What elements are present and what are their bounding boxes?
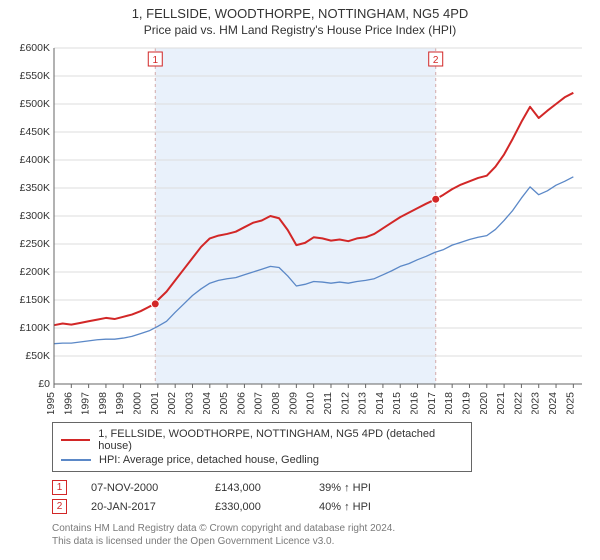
svg-text:1997: 1997 — [80, 392, 92, 414]
svg-text:£350K: £350K — [20, 182, 50, 194]
chart-title-address: 1, FELLSIDE, WOODTHORPE, NOTTINGHAM, NG5… — [10, 6, 590, 23]
svg-text:2000: 2000 — [132, 392, 144, 414]
svg-text:2025: 2025 — [564, 392, 576, 414]
svg-text:£0: £0 — [38, 378, 50, 390]
svg-text:2018: 2018 — [443, 392, 455, 414]
legend-item: HPI: Average price, detached house, Gedl… — [61, 453, 463, 467]
svg-text:2012: 2012 — [339, 392, 351, 414]
svg-text:£300K: £300K — [20, 210, 50, 222]
legend-item: 1, FELLSIDE, WOODTHORPE, NOTTINGHAM, NG5… — [61, 427, 463, 453]
legend-swatch — [61, 439, 90, 441]
svg-text:£400K: £400K — [20, 154, 50, 166]
svg-text:£200K: £200K — [20, 266, 50, 278]
price-chart: £0 £50K £100K £150K £200K £250K £300K £350K £400… — [10, 44, 590, 414]
svg-text:2021: 2021 — [495, 392, 507, 414]
svg-text:2001: 2001 — [149, 392, 161, 414]
svg-text:2010: 2010 — [305, 392, 317, 414]
svg-text:1: 1 — [152, 55, 158, 66]
trade-price: £330,000 — [215, 501, 295, 513]
chart-legend: 1, FELLSIDE, WOODTHORPE, NOTTINGHAM, NG5… — [52, 422, 472, 472]
svg-text:£100K: £100K — [20, 322, 50, 334]
svg-text:2005: 2005 — [218, 392, 230, 414]
svg-text:2: 2 — [433, 55, 439, 66]
svg-text:£50K: £50K — [25, 350, 50, 362]
svg-text:2003: 2003 — [183, 392, 195, 414]
svg-text:2009: 2009 — [287, 392, 299, 414]
trade-row: 2 20-JAN-2017 £330,000 40% ↑ HPI — [52, 497, 590, 516]
trade-marker-icon: 1 — [52, 480, 67, 495]
svg-text:£600K: £600K — [20, 44, 50, 54]
footer-line: Contains HM Land Registry data © Crown c… — [52, 522, 590, 535]
svg-text:2002: 2002 — [166, 392, 178, 414]
trades-list: 1 07-NOV-2000 £143,000 39% ↑ HPI 2 20-JA… — [52, 478, 590, 516]
svg-text:2022: 2022 — [512, 392, 524, 414]
svg-text:£150K: £150K — [20, 294, 50, 306]
trade-date: 20-JAN-2017 — [91, 501, 191, 513]
svg-text:2020: 2020 — [478, 392, 490, 414]
trade-row: 1 07-NOV-2000 £143,000 39% ↑ HPI — [52, 478, 590, 497]
svg-text:2019: 2019 — [460, 392, 472, 414]
legend-label: HPI: Average price, detached house, Gedl… — [99, 454, 319, 466]
trade-hpi: 39% ↑ HPI — [319, 482, 371, 494]
footer-attribution: Contains HM Land Registry data © Crown c… — [52, 522, 590, 548]
svg-text:2017: 2017 — [426, 392, 438, 414]
svg-text:2024: 2024 — [547, 392, 559, 414]
svg-text:2006: 2006 — [235, 392, 247, 414]
trade-hpi: 40% ↑ HPI — [319, 501, 371, 513]
svg-text:1995: 1995 — [45, 392, 57, 414]
trade-price: £143,000 — [215, 482, 295, 494]
svg-text:2016: 2016 — [409, 392, 421, 414]
trade-date: 07-NOV-2000 — [91, 482, 191, 494]
legend-swatch — [61, 459, 91, 461]
chart-titles: 1, FELLSIDE, WOODTHORPE, NOTTINGHAM, NG5… — [10, 6, 590, 38]
svg-text:2011: 2011 — [322, 392, 334, 414]
svg-text:£500K: £500K — [20, 98, 50, 110]
svg-text:1999: 1999 — [114, 392, 126, 414]
svg-text:£450K: £450K — [20, 126, 50, 138]
svg-text:1996: 1996 — [62, 392, 74, 414]
svg-text:2014: 2014 — [374, 392, 386, 414]
svg-text:2013: 2013 — [357, 392, 369, 414]
trade-marker-icon: 2 — [52, 499, 67, 514]
svg-text:2007: 2007 — [253, 392, 265, 414]
legend-label: 1, FELLSIDE, WOODTHORPE, NOTTINGHAM, NG5… — [98, 428, 463, 452]
svg-text:2023: 2023 — [530, 392, 542, 414]
svg-text:2004: 2004 — [201, 392, 213, 414]
svg-text:2015: 2015 — [391, 392, 403, 414]
svg-text:£550K: £550K — [20, 70, 50, 82]
svg-text:1998: 1998 — [97, 392, 109, 414]
chart-title-subtitle: Price paid vs. HM Land Registry's House … — [10, 23, 590, 39]
svg-text:£250K: £250K — [20, 238, 50, 250]
footer-line: This data is licensed under the Open Gov… — [52, 535, 590, 548]
svg-text:2008: 2008 — [270, 392, 282, 414]
